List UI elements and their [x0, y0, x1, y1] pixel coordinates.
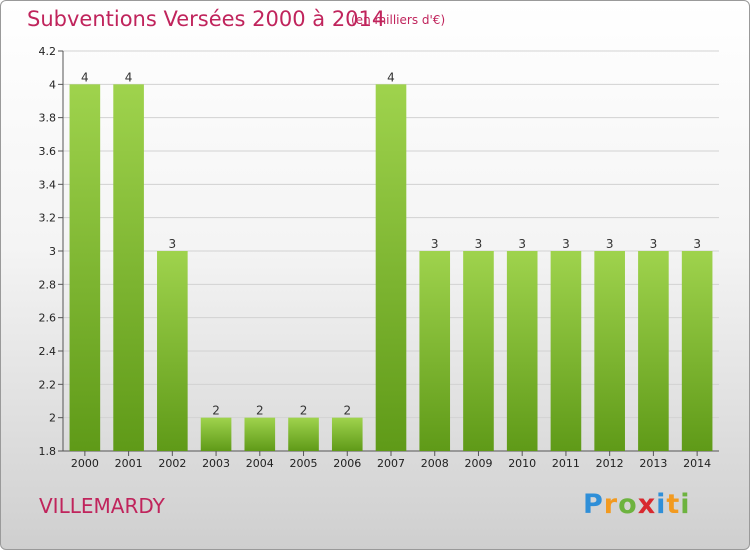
y-tick-label: 2.2	[39, 378, 57, 391]
bars	[69, 84, 713, 451]
logo-letter: t	[666, 489, 681, 520]
bar	[681, 251, 713, 451]
logo-letter: P	[583, 489, 604, 520]
y-tick-label: 3.2	[39, 212, 57, 225]
x-tick-label: 2006	[333, 457, 361, 470]
x-tick-label: 2009	[464, 457, 492, 470]
x-tick-label: 2013	[639, 457, 667, 470]
bar	[69, 84, 101, 451]
bar	[331, 417, 363, 451]
bar-value-label: 3	[606, 237, 614, 251]
y-tick-label: 2.4	[39, 345, 57, 358]
bar-value-label: 2	[343, 404, 351, 418]
bar-value-label: 3	[693, 237, 701, 251]
bar-value-label: 4	[387, 70, 395, 84]
bar	[550, 251, 582, 451]
bar	[200, 417, 232, 451]
bar-value-label: 2	[256, 404, 264, 418]
y-tick-label: 2	[49, 412, 56, 425]
y-tick-label: 1.8	[39, 445, 57, 458]
x-tick-label: 2000	[71, 457, 99, 470]
bar	[638, 251, 669, 451]
y-tick-label: 2.6	[39, 312, 57, 325]
logo-letter: o	[618, 489, 638, 520]
y-tick-label: 3	[49, 245, 56, 258]
x-tick-label: 2011	[552, 457, 580, 470]
y-tick-label: 3.6	[39, 145, 57, 158]
x-tick-label: 2004	[246, 457, 274, 470]
x-tick-label: 2014	[683, 457, 711, 470]
bar	[375, 84, 407, 451]
proxiti-logo: Proxiti	[583, 489, 691, 520]
bar	[288, 417, 319, 451]
bar-value-label: 3	[169, 237, 177, 251]
labels: 1.8 2 2.2 2.4 2.6 2.8 3 3.2 3.4 3.6 3.8 4 4.2 4 2000 4 2…	[39, 45, 712, 470]
bar-value-label: 3	[475, 237, 483, 251]
logo-letter: x	[637, 489, 657, 520]
logo-letter: i	[680, 489, 691, 520]
y-tick-label: 3.4	[39, 178, 57, 191]
bar	[506, 251, 538, 451]
bar-value-label: 4	[81, 70, 89, 84]
x-tick-label: 2012	[596, 457, 624, 470]
logo-letter: r	[603, 489, 619, 520]
bar-value-label: 3	[431, 237, 439, 251]
x-tick-label: 2007	[377, 457, 405, 470]
chart-title: Subventions Versées 2000 à 2014	[27, 7, 386, 31]
y-tick-label: 4.2	[39, 45, 57, 58]
bar	[463, 251, 494, 451]
bar-value-label: 3	[650, 237, 658, 251]
x-tick-label: 2002	[158, 457, 186, 470]
bar-value-label: 3	[518, 237, 526, 251]
y-tick-label: 3.8	[39, 112, 57, 125]
bar-value-label: 3	[562, 237, 570, 251]
bar	[113, 84, 144, 451]
x-tick-label: 2003	[202, 457, 230, 470]
y-tick-label: 4	[49, 78, 56, 91]
x-tick-label: 2010	[508, 457, 536, 470]
bar	[244, 417, 276, 451]
bar-value-label: 4	[125, 70, 133, 84]
x-tick-label: 2001	[115, 457, 143, 470]
x-tick-label: 2008	[421, 457, 449, 470]
x-tick-label: 2005	[290, 457, 318, 470]
bar-value-label: 2	[212, 404, 220, 418]
bar	[594, 251, 625, 451]
commune-name: VILLEMARDY	[39, 494, 165, 518]
bar	[419, 251, 451, 451]
logo-letter: i	[656, 489, 667, 520]
y-tick-label: 2.8	[39, 278, 57, 291]
bar	[157, 251, 188, 451]
bar-value-label: 2	[300, 404, 308, 418]
chart-subtitle: (en milliers d'€)	[351, 13, 446, 27]
